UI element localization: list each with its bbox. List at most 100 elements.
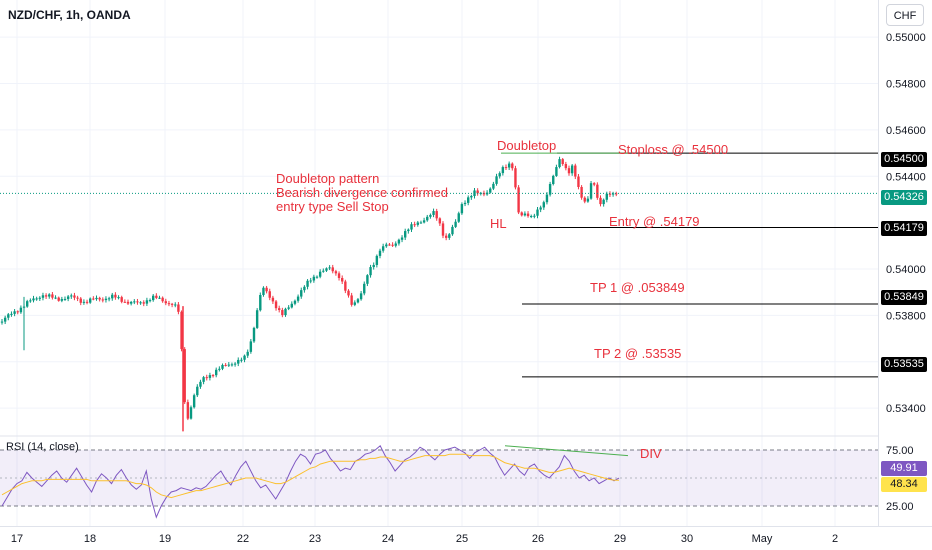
candle-down bbox=[599, 197, 602, 205]
candle-down bbox=[441, 223, 445, 236]
candle-up bbox=[555, 167, 558, 176]
candle-up bbox=[70, 295, 73, 297]
candle-down bbox=[177, 304, 180, 312]
candle-up bbox=[199, 381, 202, 387]
candle-up bbox=[495, 176, 498, 184]
candle-down bbox=[211, 375, 215, 377]
symbol-title[interactable]: NZD/CHF, 1h, OANDA bbox=[8, 8, 131, 22]
candle-down bbox=[164, 301, 167, 304]
time-tick-label: 24 bbox=[382, 533, 394, 545]
candle-down bbox=[526, 213, 530, 217]
candle-up bbox=[26, 301, 29, 307]
candle-up bbox=[174, 304, 177, 306]
price-axis: 0.55000 0.54800 0.54600 0.54400 0.54000 0.538… bbox=[886, 32, 926, 513]
time-tick-label: May bbox=[752, 533, 773, 545]
candle-up bbox=[492, 183, 495, 189]
candle-down bbox=[347, 290, 350, 296]
candle-up bbox=[448, 234, 451, 238]
candle-up bbox=[32, 298, 35, 301]
stoploss-annotation: Stoploss @ .54500 bbox=[618, 142, 729, 157]
candle-up bbox=[66, 296, 70, 299]
candle-down bbox=[142, 302, 145, 304]
candle-up bbox=[293, 300, 297, 304]
candle-up bbox=[498, 173, 501, 177]
candle-down bbox=[391, 244, 394, 246]
candle-down bbox=[101, 299, 104, 301]
candle-up bbox=[312, 276, 316, 281]
candle-up bbox=[602, 199, 605, 205]
candle-down bbox=[170, 303, 174, 305]
candle-down bbox=[504, 167, 508, 169]
candle-down bbox=[514, 168, 517, 188]
candle-up bbox=[54, 297, 57, 299]
candle-down bbox=[561, 159, 564, 165]
candle-up bbox=[89, 298, 92, 303]
stoploss-price-badge: 0.54500 bbox=[881, 152, 927, 167]
candle-up bbox=[489, 188, 492, 193]
candle-up bbox=[366, 275, 369, 284]
time-tick-label: 18 bbox=[84, 533, 96, 545]
candle-up bbox=[558, 159, 561, 168]
candle-up bbox=[416, 222, 419, 225]
candle-up bbox=[605, 193, 608, 200]
candle-up bbox=[356, 299, 360, 303]
candle-up bbox=[10, 313, 13, 315]
tp1-annotation: TP 1 @ .053849 bbox=[590, 280, 685, 295]
candle-down bbox=[120, 297, 123, 302]
rsi-legend-label[interactable]: RSI (14, close) bbox=[6, 441, 79, 453]
currency-button[interactable]: CHF bbox=[886, 4, 924, 26]
candle-up bbox=[129, 301, 133, 304]
candle-up bbox=[586, 198, 590, 202]
candle-down bbox=[268, 291, 271, 298]
candle-up bbox=[419, 222, 423, 224]
rsi-ma-value-badge: 48.34 bbox=[881, 477, 927, 492]
candle-up bbox=[407, 229, 410, 232]
candle-down bbox=[574, 165, 577, 177]
time-tick-label: 19 bbox=[159, 533, 171, 545]
candle-up bbox=[246, 351, 249, 356]
candle-up bbox=[548, 183, 552, 195]
candle-up bbox=[133, 301, 136, 303]
candle-down bbox=[331, 267, 334, 272]
candle-down bbox=[517, 187, 520, 213]
candle-down bbox=[186, 402, 190, 419]
candle-up bbox=[325, 268, 328, 271]
candle-up bbox=[454, 221, 457, 227]
candle-down bbox=[155, 295, 158, 298]
candle-down bbox=[271, 297, 275, 302]
price-tick-label: 0.54800 bbox=[886, 78, 926, 90]
candle-up bbox=[38, 297, 41, 299]
price-tick-label: 0.55000 bbox=[886, 32, 926, 44]
candle-up bbox=[570, 165, 574, 174]
candle-down bbox=[567, 168, 571, 174]
price-tick-label: 0.53400 bbox=[886, 403, 926, 415]
candle-up bbox=[63, 298, 67, 300]
grid bbox=[0, 0, 878, 526]
candle-up bbox=[378, 250, 382, 256]
candle-up bbox=[507, 163, 511, 168]
candle-up bbox=[19, 307, 23, 313]
candle-down bbox=[180, 311, 183, 350]
candle-up bbox=[463, 202, 467, 205]
candle-up bbox=[397, 239, 401, 244]
candle-up bbox=[369, 267, 372, 276]
candle-down bbox=[341, 277, 344, 282]
candle-down bbox=[76, 297, 79, 299]
candle-down bbox=[334, 271, 338, 274]
candle-down bbox=[564, 164, 568, 169]
candle-up bbox=[501, 167, 505, 174]
candle-down bbox=[278, 308, 281, 311]
candle-down bbox=[123, 301, 127, 303]
candle-down bbox=[577, 176, 580, 187]
level-lines bbox=[0, 152, 878, 378]
candle-up bbox=[233, 363, 237, 365]
candle-up bbox=[375, 255, 379, 265]
candle-up bbox=[215, 369, 218, 376]
candle-down bbox=[161, 297, 164, 302]
candle-up bbox=[552, 175, 555, 184]
candle-up bbox=[359, 293, 363, 300]
candle-down bbox=[583, 197, 586, 202]
candle-down bbox=[98, 297, 101, 300]
pattern-line-3: entry type Sell Stop bbox=[276, 199, 389, 214]
